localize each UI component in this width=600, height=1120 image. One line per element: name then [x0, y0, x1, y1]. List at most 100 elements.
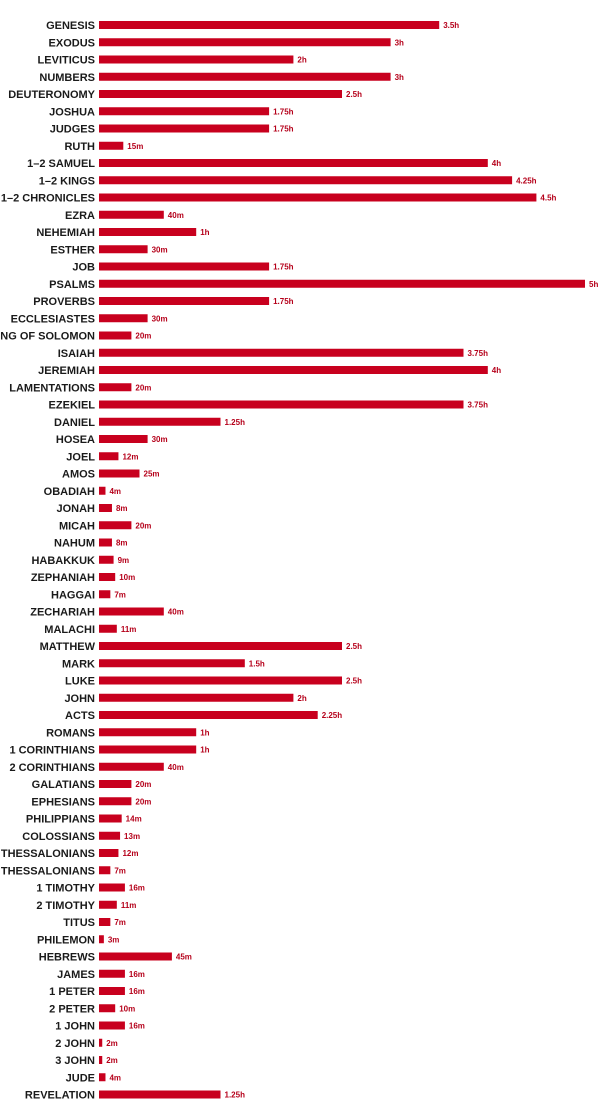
- category-label: JAMES: [57, 969, 95, 981]
- value-label: 1h: [200, 728, 209, 737]
- value-label: 4h: [492, 159, 501, 168]
- bar: [99, 417, 221, 426]
- bar: [99, 624, 117, 633]
- category-label: RUTH: [64, 141, 95, 153]
- value-label: 20m: [135, 780, 151, 789]
- category-label: 1 THESSALONIANS: [0, 848, 95, 860]
- category-label: MATTHEW: [40, 641, 96, 653]
- value-label: 1.75h: [273, 125, 294, 134]
- bar: [99, 400, 464, 409]
- category-label: 1–2 KINGS: [39, 175, 95, 187]
- category-label: AMOS: [62, 469, 95, 481]
- category-label: ESTHER: [50, 244, 95, 256]
- value-label: 40m: [168, 763, 184, 772]
- category-label: EPHESIANS: [31, 796, 95, 808]
- category-label: EXODUS: [49, 37, 95, 49]
- value-label: 16m: [129, 970, 145, 979]
- category-label: PHILIPPIANS: [26, 814, 95, 826]
- category-label: JUDE: [66, 1072, 95, 1084]
- value-label: 30m: [152, 435, 168, 444]
- bar: [99, 952, 172, 961]
- bar: [99, 124, 270, 133]
- value-label: 1.75h: [273, 297, 294, 306]
- value-label: 2.5h: [346, 642, 362, 651]
- bar: [99, 918, 111, 926]
- value-label: 20m: [135, 383, 151, 392]
- value-label: 3.75h: [468, 349, 489, 358]
- bar: [99, 141, 124, 150]
- value-label: 7m: [114, 866, 126, 875]
- value-label: 3h: [395, 73, 404, 82]
- bar: [99, 883, 125, 892]
- category-label: JUDGES: [50, 124, 95, 136]
- category-label: NUMBERS: [39, 72, 95, 84]
- category-label: JOEL: [66, 451, 95, 463]
- value-label: 15m: [127, 142, 143, 151]
- category-label: 1 JOHN: [55, 1021, 95, 1033]
- bar: [99, 193, 537, 202]
- category-label: ISAIAH: [58, 348, 95, 360]
- value-label: 20m: [135, 797, 151, 806]
- category-label: 3 JOHN: [55, 1055, 95, 1067]
- bar: [99, 331, 132, 340]
- bar: [99, 987, 125, 995]
- bar: [99, 435, 148, 443]
- category-label: COLOSSIANS: [22, 831, 95, 843]
- bar: [99, 279, 585, 288]
- value-label: 10m: [119, 573, 135, 582]
- category-label: MICAH: [59, 520, 95, 532]
- category-label: LEVITICUS: [38, 55, 95, 67]
- value-label: 8m: [116, 539, 128, 548]
- bar: [99, 1090, 221, 1099]
- category-label: 2 CORINTHIANS: [9, 762, 95, 774]
- category-label: 2 TIMOTHY: [36, 900, 95, 912]
- value-label: 20m: [135, 521, 151, 530]
- value-label: 1.25h: [225, 1091, 246, 1100]
- category-label: SONG OF SOLOMON: [0, 331, 95, 343]
- value-label: 45m: [176, 953, 192, 962]
- category-label: HAGGAI: [51, 589, 95, 601]
- value-label: 16m: [129, 884, 145, 893]
- category-label: MARK: [62, 658, 95, 670]
- category-label: REVELATION: [25, 1090, 95, 1102]
- bar: [99, 72, 391, 81]
- category-label: ZECHARIAH: [30, 607, 95, 619]
- value-label: 1h: [200, 746, 209, 755]
- category-label: EZRA: [65, 210, 95, 222]
- value-label: 3m: [108, 935, 120, 944]
- bar: [99, 469, 140, 478]
- value-label: 7m: [114, 918, 126, 927]
- bar: [99, 711, 318, 719]
- bar: [99, 1004, 116, 1013]
- bar: [99, 866, 111, 875]
- value-label: 11m: [121, 901, 137, 910]
- category-label: HEBREWS: [39, 952, 95, 964]
- value-label: 4m: [109, 1073, 121, 1082]
- value-label: 20m: [135, 332, 151, 341]
- value-label: 4m: [109, 487, 121, 496]
- category-label: LUKE: [65, 676, 95, 688]
- value-label: 10m: [119, 1004, 135, 1013]
- category-label: PHILEMON: [37, 934, 95, 946]
- value-label: 13m: [124, 832, 140, 841]
- value-label: 4.5h: [540, 194, 556, 203]
- value-label: 16m: [129, 987, 145, 996]
- category-label: MALACHI: [44, 624, 95, 636]
- category-label: JOSHUA: [49, 106, 95, 118]
- bar: [99, 814, 122, 823]
- bar: [99, 849, 119, 857]
- bar: [99, 262, 270, 271]
- bar: [99, 969, 125, 978]
- category-label: JOHN: [64, 693, 95, 705]
- bar: [99, 676, 342, 685]
- category-label: TITUS: [63, 917, 95, 929]
- category-label: GALATIANS: [32, 779, 95, 791]
- category-label: ACTS: [65, 710, 95, 722]
- category-label: LAMENTATIONS: [9, 382, 95, 394]
- bar: [99, 107, 270, 116]
- bar: [99, 555, 114, 564]
- value-label: 7m: [114, 590, 126, 599]
- value-label: 4h: [492, 366, 501, 375]
- category-label: NEHEMIAH: [36, 227, 95, 239]
- category-label: PROVERBS: [33, 296, 95, 308]
